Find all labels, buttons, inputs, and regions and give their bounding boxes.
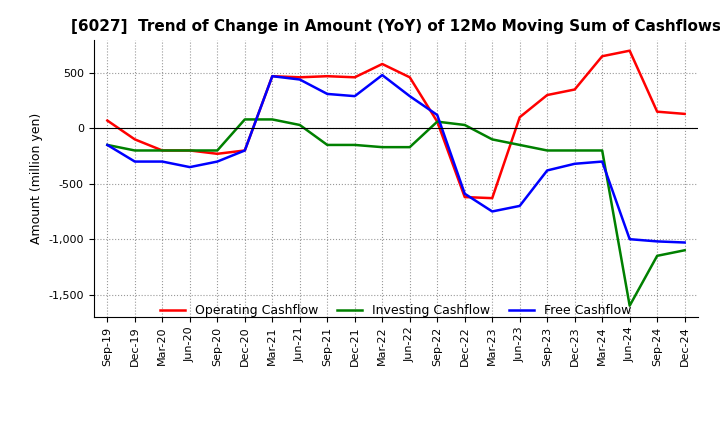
Free Cashflow <box>433 112 441 117</box>
Investing Cashflow <box>460 122 469 128</box>
Investing Cashflow <box>405 144 414 150</box>
Operating Cashflow <box>103 118 112 123</box>
Operating Cashflow <box>516 114 524 120</box>
Investing Cashflow <box>626 303 634 308</box>
Free Cashflow <box>598 159 606 164</box>
Investing Cashflow <box>158 148 166 153</box>
Free Cashflow <box>378 73 387 78</box>
Operating Cashflow <box>323 73 332 79</box>
Free Cashflow <box>653 239 662 244</box>
Operating Cashflow <box>433 119 441 124</box>
Investing Cashflow <box>488 137 497 142</box>
Free Cashflow <box>351 94 359 99</box>
Operating Cashflow <box>295 75 304 80</box>
Free Cashflow <box>680 240 689 245</box>
Free Cashflow <box>570 161 579 166</box>
Free Cashflow <box>295 77 304 82</box>
Operating Cashflow <box>680 111 689 117</box>
Free Cashflow <box>103 142 112 147</box>
Investing Cashflow <box>598 148 606 153</box>
Y-axis label: Amount (million yen): Amount (million yen) <box>30 113 42 244</box>
Free Cashflow <box>626 237 634 242</box>
Investing Cashflow <box>240 117 249 122</box>
Free Cashflow <box>240 148 249 153</box>
Investing Cashflow <box>323 142 332 147</box>
Investing Cashflow <box>103 142 112 147</box>
Investing Cashflow <box>516 142 524 147</box>
Operating Cashflow <box>460 194 469 200</box>
Operating Cashflow <box>570 87 579 92</box>
Line: Investing Cashflow: Investing Cashflow <box>107 119 685 306</box>
Operating Cashflow <box>405 75 414 80</box>
Free Cashflow <box>130 159 139 164</box>
Operating Cashflow <box>378 61 387 66</box>
Investing Cashflow <box>433 119 441 124</box>
Operating Cashflow <box>213 151 222 157</box>
Operating Cashflow <box>543 92 552 98</box>
Free Cashflow <box>460 191 469 196</box>
Free Cashflow <box>488 209 497 214</box>
Operating Cashflow <box>626 48 634 53</box>
Free Cashflow <box>405 94 414 99</box>
Operating Cashflow <box>488 195 497 201</box>
Free Cashflow <box>543 168 552 173</box>
Free Cashflow <box>186 165 194 170</box>
Free Cashflow <box>268 73 276 79</box>
Investing Cashflow <box>213 148 222 153</box>
Free Cashflow <box>213 159 222 164</box>
Investing Cashflow <box>543 148 552 153</box>
Legend: Operating Cashflow, Investing Cashflow, Free Cashflow: Operating Cashflow, Investing Cashflow, … <box>156 299 636 323</box>
Operating Cashflow <box>653 109 662 114</box>
Operating Cashflow <box>158 148 166 153</box>
Investing Cashflow <box>653 253 662 258</box>
Operating Cashflow <box>598 54 606 59</box>
Title: [6027]  Trend of Change in Amount (YoY) of 12Mo Moving Sum of Cashflows: [6027] Trend of Change in Amount (YoY) o… <box>71 19 720 34</box>
Line: Free Cashflow: Free Cashflow <box>107 75 685 242</box>
Investing Cashflow <box>680 248 689 253</box>
Investing Cashflow <box>570 148 579 153</box>
Investing Cashflow <box>268 117 276 122</box>
Operating Cashflow <box>240 148 249 153</box>
Operating Cashflow <box>268 73 276 79</box>
Operating Cashflow <box>351 75 359 80</box>
Free Cashflow <box>323 91 332 96</box>
Investing Cashflow <box>378 144 387 150</box>
Line: Operating Cashflow: Operating Cashflow <box>107 51 685 198</box>
Free Cashflow <box>158 159 166 164</box>
Investing Cashflow <box>186 148 194 153</box>
Operating Cashflow <box>186 148 194 153</box>
Operating Cashflow <box>130 137 139 142</box>
Investing Cashflow <box>130 148 139 153</box>
Investing Cashflow <box>295 122 304 128</box>
Investing Cashflow <box>351 142 359 147</box>
Free Cashflow <box>516 203 524 209</box>
